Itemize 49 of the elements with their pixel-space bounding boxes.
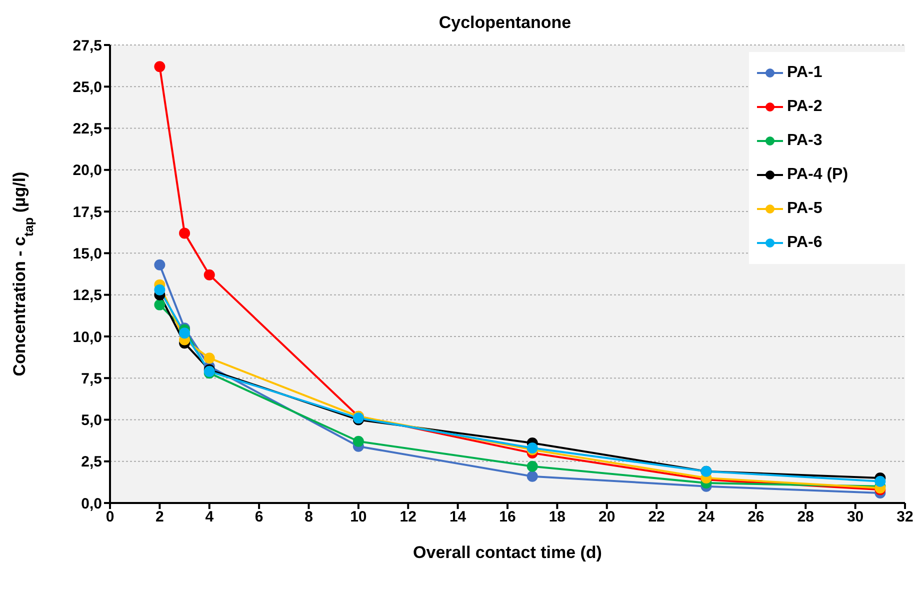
point — [204, 352, 215, 364]
y-tick-label: 7,5 — [81, 370, 102, 388]
x-tick-label: 26 — [748, 508, 764, 526]
x-tick-label: 16 — [499, 508, 516, 526]
y-tick-label: 17,5 — [72, 204, 102, 221]
x-tick-label: 8 — [304, 508, 313, 526]
x-tick-label: 18 — [548, 508, 566, 526]
legend-label: PA-1 — [787, 64, 822, 82]
x-axis-title: Overall contact time (d) — [413, 543, 602, 562]
y-tick-label: 25,0 — [72, 78, 102, 96]
y-tick-label: 10,0 — [72, 328, 102, 346]
y-tick-label: 0,0 — [81, 495, 102, 512]
y-tick-label: 22,5 — [72, 120, 102, 138]
point — [204, 269, 215, 280]
x-tick-label: 14 — [449, 508, 467, 526]
x-tick-label: 4 — [205, 508, 214, 526]
point — [352, 436, 364, 447]
legend-label: PA-4 (P) — [787, 166, 848, 184]
x-tick-label: 2 — [156, 508, 164, 526]
x-tick-label: 20 — [598, 508, 616, 526]
legend-label: PA-5 — [787, 200, 822, 218]
x-tick-label: 0 — [106, 508, 114, 526]
point — [526, 460, 538, 472]
legend-label: PA-3 — [787, 132, 822, 150]
y-tick-label: 20,0 — [72, 162, 102, 180]
y-tick-label: 5,0 — [81, 412, 102, 430]
x-tick-label: 28 — [797, 508, 814, 526]
point — [526, 470, 538, 482]
point — [874, 476, 886, 487]
x-tick-label: 12 — [400, 508, 416, 526]
legend-label: PA-6 — [787, 234, 822, 252]
chart-title: Cyclopentanone — [438, 13, 572, 32]
point — [154, 259, 166, 270]
point — [179, 328, 190, 339]
x-tick-label: 30 — [846, 508, 864, 526]
y-tick-label: 2,5 — [81, 454, 102, 471]
point — [154, 284, 166, 296]
point — [154, 299, 166, 310]
y-tick-label: 12,5 — [72, 287, 102, 304]
y-tick-label: 15,0 — [72, 246, 102, 263]
legend-label: PA-2 — [787, 98, 822, 116]
y-tick-label: 27,5 — [72, 37, 102, 54]
x-tick-label: 6 — [254, 508, 264, 526]
x-tick-label: 24 — [698, 508, 716, 526]
x-tick-label: 10 — [350, 508, 367, 526]
point — [179, 228, 190, 239]
x-tick-label: 22 — [648, 508, 665, 526]
x-tick-label: 32 — [896, 508, 914, 526]
point — [154, 61, 166, 72]
